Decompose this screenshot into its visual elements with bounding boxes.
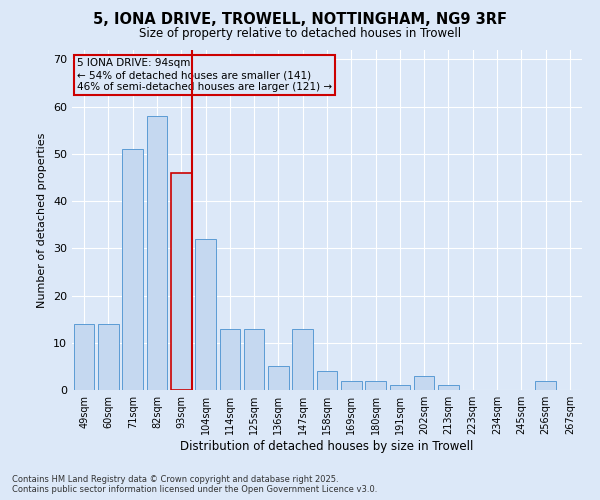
Bar [365,380,386,390]
Bar [438,386,459,390]
Bar [535,380,556,390]
Bar [220,328,240,390]
Bar [74,324,94,390]
Bar [317,371,337,390]
Bar [195,239,216,390]
Bar [171,173,191,390]
Text: 5 IONA DRIVE: 94sqm
← 54% of detached houses are smaller (141)
46% of semi-detac: 5 IONA DRIVE: 94sqm ← 54% of detached ho… [77,58,332,92]
Text: Size of property relative to detached houses in Trowell: Size of property relative to detached ho… [139,28,461,40]
Bar [98,324,119,390]
Bar [341,380,362,390]
Bar [414,376,434,390]
Y-axis label: Number of detached properties: Number of detached properties [37,132,47,308]
Bar [292,328,313,390]
Bar [244,328,265,390]
Text: Contains HM Land Registry data © Crown copyright and database right 2025.
Contai: Contains HM Land Registry data © Crown c… [12,474,377,494]
Bar [146,116,167,390]
X-axis label: Distribution of detached houses by size in Trowell: Distribution of detached houses by size … [181,440,473,453]
Bar [122,149,143,390]
Bar [389,386,410,390]
Bar [268,366,289,390]
Text: 5, IONA DRIVE, TROWELL, NOTTINGHAM, NG9 3RF: 5, IONA DRIVE, TROWELL, NOTTINGHAM, NG9 … [93,12,507,28]
